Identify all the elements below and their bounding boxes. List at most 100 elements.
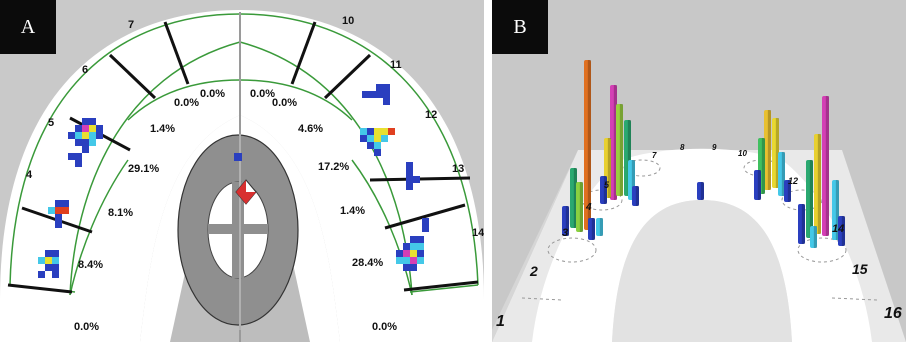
force-bar bbox=[814, 134, 821, 234]
heatmap-cell bbox=[360, 128, 367, 135]
tooth-number: 10 bbox=[738, 149, 747, 158]
heatmap-cell bbox=[376, 84, 383, 91]
heatmap-cell bbox=[410, 264, 417, 271]
force-bar-shade bbox=[781, 152, 785, 196]
heatmap-cell bbox=[89, 132, 96, 139]
force-bar-shade bbox=[573, 168, 577, 228]
zone-percentage: 0.0% bbox=[174, 97, 199, 109]
base-plane-edge bbox=[492, 150, 578, 342]
force-bar bbox=[822, 96, 829, 236]
heatmap-cell bbox=[68, 153, 75, 160]
heatmap-cell bbox=[403, 250, 410, 257]
force-bar-shade bbox=[835, 180, 839, 240]
heatmap-cell bbox=[55, 214, 62, 221]
heatmap-cell bbox=[62, 200, 69, 207]
force-bar bbox=[810, 226, 817, 248]
force-bar-shade bbox=[613, 85, 617, 200]
force-bar-shade bbox=[700, 182, 704, 200]
tooth-number: 5 bbox=[48, 117, 54, 129]
force-bar bbox=[778, 152, 785, 196]
tooth-number: 8 bbox=[680, 143, 685, 152]
heatmap-cell bbox=[89, 118, 96, 125]
force-bar bbox=[576, 182, 583, 232]
heatmap-cell bbox=[68, 132, 75, 139]
force-bar bbox=[798, 204, 805, 244]
heatmap-cell bbox=[406, 183, 413, 190]
tooth-divider-lines bbox=[7, 21, 479, 294]
heatmap-cell bbox=[45, 264, 52, 271]
tooth-number: 14 bbox=[832, 223, 844, 235]
heatmap-cell bbox=[55, 221, 62, 228]
force-bar-shade bbox=[757, 170, 761, 200]
heatmap-cell bbox=[417, 236, 424, 243]
zone-percentage: 8.1% bbox=[108, 207, 133, 219]
panel-b-drawing: 1 2 3 4 5 7 8 9 10 12 14 15 16 bbox=[492, 0, 906, 342]
tooth-number: 16 bbox=[884, 305, 902, 322]
zone-percentage: 0.0% bbox=[250, 88, 275, 100]
force-bar bbox=[632, 186, 639, 206]
force-bar-shade bbox=[607, 138, 611, 198]
heatmap-cell bbox=[374, 128, 381, 135]
heatmap-cell bbox=[89, 139, 96, 146]
heatmap-cell bbox=[396, 250, 403, 257]
heatmap-cell bbox=[75, 153, 82, 160]
heatmap-cell bbox=[45, 250, 52, 257]
heat-dot-center bbox=[234, 153, 242, 161]
heatmap-cell bbox=[89, 125, 96, 132]
heatmap-cell bbox=[374, 135, 381, 142]
heatmap-cell bbox=[376, 91, 383, 98]
tooth-number: 10 bbox=[342, 15, 354, 27]
tooth-number: 12 bbox=[788, 176, 798, 186]
heatmap-cell bbox=[396, 257, 403, 264]
force-bar-shade bbox=[565, 206, 569, 236]
force-bar-shade bbox=[817, 134, 821, 234]
tooth-number: 3 bbox=[562, 227, 568, 239]
force-bar bbox=[838, 216, 845, 246]
zone-percentage: 28.4% bbox=[352, 257, 383, 269]
zone-percentage: 29.1% bbox=[128, 163, 159, 175]
heatmap-cell bbox=[48, 207, 55, 214]
force-bar-shade bbox=[825, 96, 829, 236]
heatmap-cell bbox=[55, 200, 62, 207]
center-of-force-marker-icon bbox=[235, 179, 257, 205]
tooth-number: 7 bbox=[652, 151, 657, 160]
heatmap-cell bbox=[383, 98, 390, 105]
heatmap-cell bbox=[406, 176, 413, 183]
force-bars-3d bbox=[562, 60, 845, 248]
heatmap-cell bbox=[362, 91, 369, 98]
force-bar-shade bbox=[619, 104, 623, 196]
heatmap-cell bbox=[422, 225, 429, 232]
force-bar-shade bbox=[841, 216, 845, 246]
heatmap-cell bbox=[388, 128, 395, 135]
heatmap-cell bbox=[417, 243, 424, 250]
tooth-number: 12 bbox=[425, 109, 437, 121]
heatmap-cell bbox=[82, 118, 89, 125]
heatmap-cell bbox=[367, 135, 374, 142]
tooth-number: 14 bbox=[472, 227, 484, 239]
heatmap-cell bbox=[367, 128, 374, 135]
tooth-number: 9 bbox=[712, 143, 717, 152]
heatmap-cell bbox=[52, 271, 59, 278]
force-bar bbox=[600, 176, 607, 204]
zone-percentage: 0.0% bbox=[372, 321, 397, 333]
force-bar-shade bbox=[591, 218, 595, 240]
force-bar-shade bbox=[761, 138, 765, 194]
heatmap-cell bbox=[360, 135, 367, 142]
panel-a-label: A bbox=[0, 0, 56, 54]
force-bar-shade bbox=[767, 110, 771, 190]
zone-percentage: 17.2% bbox=[318, 161, 349, 173]
tooth-number: 4 bbox=[585, 202, 592, 213]
zone-percentage: 1.4% bbox=[340, 205, 365, 217]
tooth-number: 1 bbox=[496, 313, 505, 330]
heatmap-cell bbox=[82, 125, 89, 132]
force-bar bbox=[806, 160, 813, 238]
heatmap-cell bbox=[55, 207, 62, 214]
tooth-number: 11 bbox=[390, 59, 402, 71]
force-bar bbox=[588, 218, 595, 240]
tooth-number: 4 bbox=[26, 169, 33, 181]
tooth-number: 6 bbox=[82, 64, 88, 76]
tooth-number: 7 bbox=[128, 19, 134, 31]
force-bar-shade bbox=[801, 204, 805, 244]
zone-percentage: 4.6% bbox=[298, 123, 323, 135]
zone-percentage: 0.0% bbox=[272, 97, 297, 109]
